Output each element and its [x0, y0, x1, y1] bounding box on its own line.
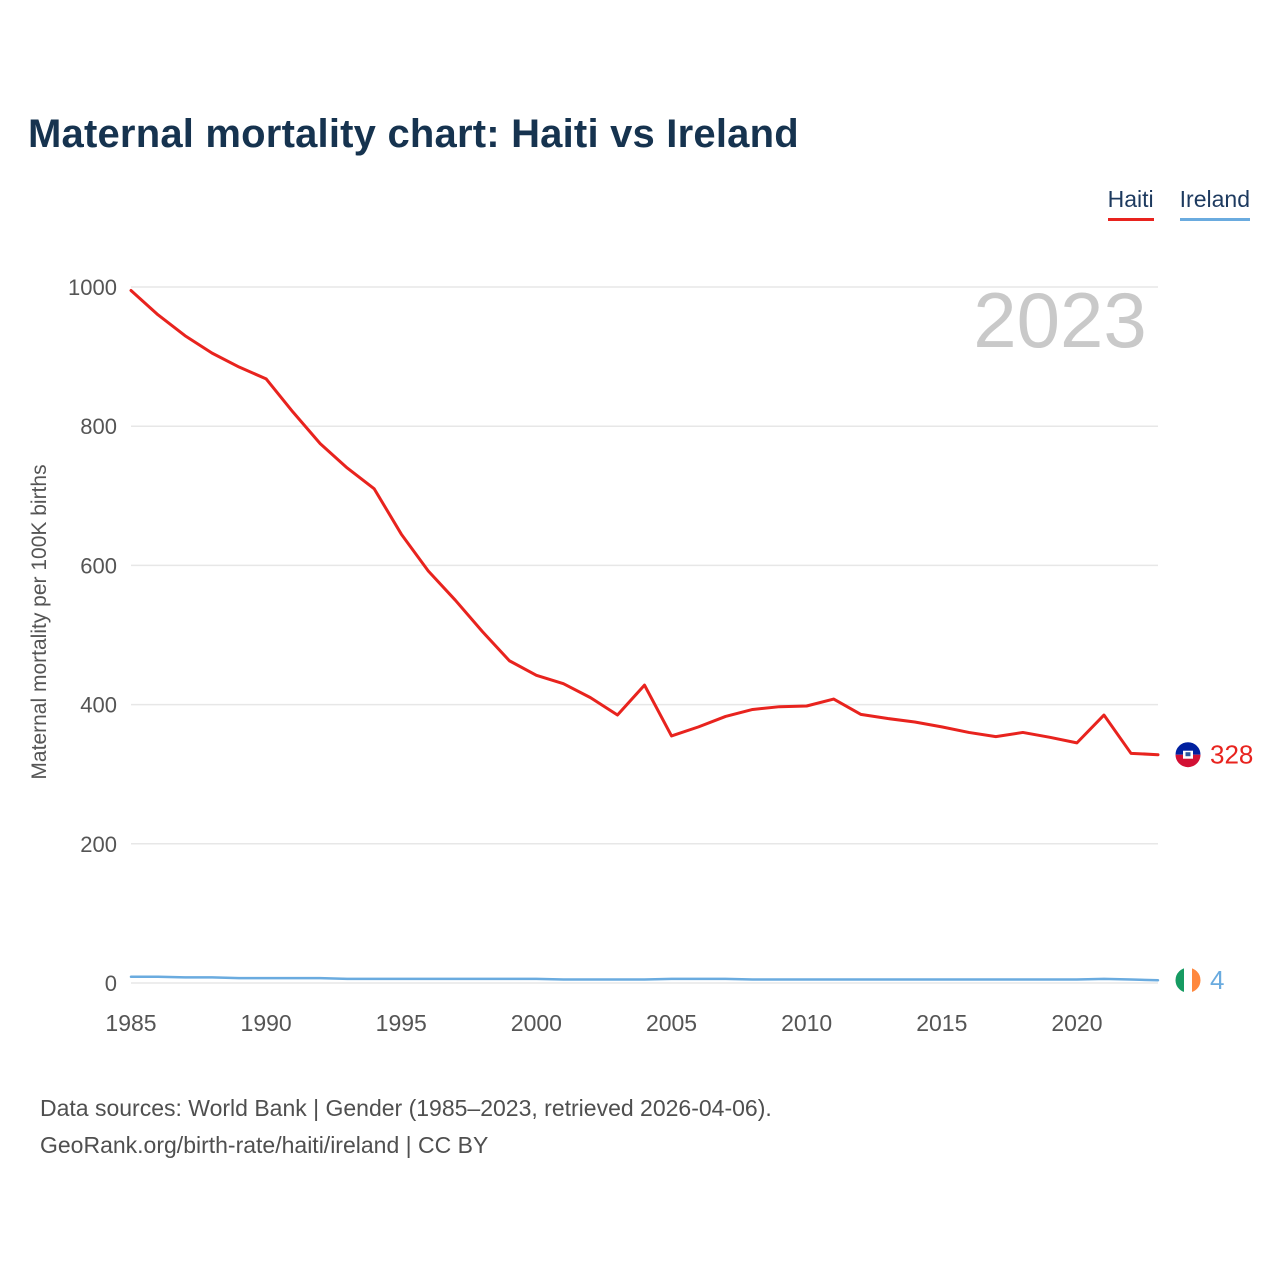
ireland-flag-icon: [1174, 966, 1202, 994]
x-tick-label: 1995: [376, 1010, 427, 1036]
x-tick-label: 2000: [511, 1010, 562, 1036]
x-tick-label: 1990: [241, 1010, 292, 1036]
haiti-end-value: 328: [1210, 740, 1253, 770]
x-tick-label: 2015: [916, 1010, 967, 1036]
y-tick-label: 200: [80, 832, 117, 857]
footer-sources: Data sources: World Bank | Gender (1985–…: [40, 1095, 772, 1121]
footer-attribution: GeoRank.org/birth-rate/haiti/ireland | C…: [40, 1132, 489, 1158]
y-tick-label: 400: [80, 693, 117, 718]
y-axis-title: Maternal mortality per 100K births: [28, 464, 51, 779]
y-tick-labels: 0 200 400 600 800 1000: [68, 275, 117, 996]
haiti-flag-icon: [1174, 741, 1202, 769]
x-tick-labels: 1985 1990 1995 2000 2005 2010 2015 2020: [105, 1010, 1102, 1036]
legend-item-haiti[interactable]: Haiti: [1107, 186, 1154, 221]
y-tick-label: 0: [105, 971, 117, 996]
legend-item-ireland[interactable]: Ireland: [1179, 186, 1250, 221]
y-tick-label: 1000: [68, 275, 117, 300]
y-tick-label: 600: [80, 553, 117, 578]
y-gridlines: [131, 286, 1158, 984]
watermark-year: 2023: [973, 276, 1147, 364]
ireland-line[interactable]: [129, 975, 1160, 982]
x-tick-label: 2010: [781, 1010, 832, 1036]
x-tick-label: 1985: [105, 1010, 156, 1036]
x-tick-label: 2020: [1051, 1010, 1102, 1036]
legend: Haiti Ireland: [1107, 186, 1250, 221]
y-tick-label: 800: [80, 414, 117, 439]
x-tick-label: 2005: [646, 1010, 697, 1036]
ireland-end-value: 4: [1210, 965, 1224, 995]
footer: Data sources: World Bank | Gender (1985–…: [40, 1090, 772, 1164]
haiti-line[interactable]: [129, 288, 1160, 757]
page-title: Maternal mortality chart: Haiti vs Irela…: [28, 112, 799, 156]
